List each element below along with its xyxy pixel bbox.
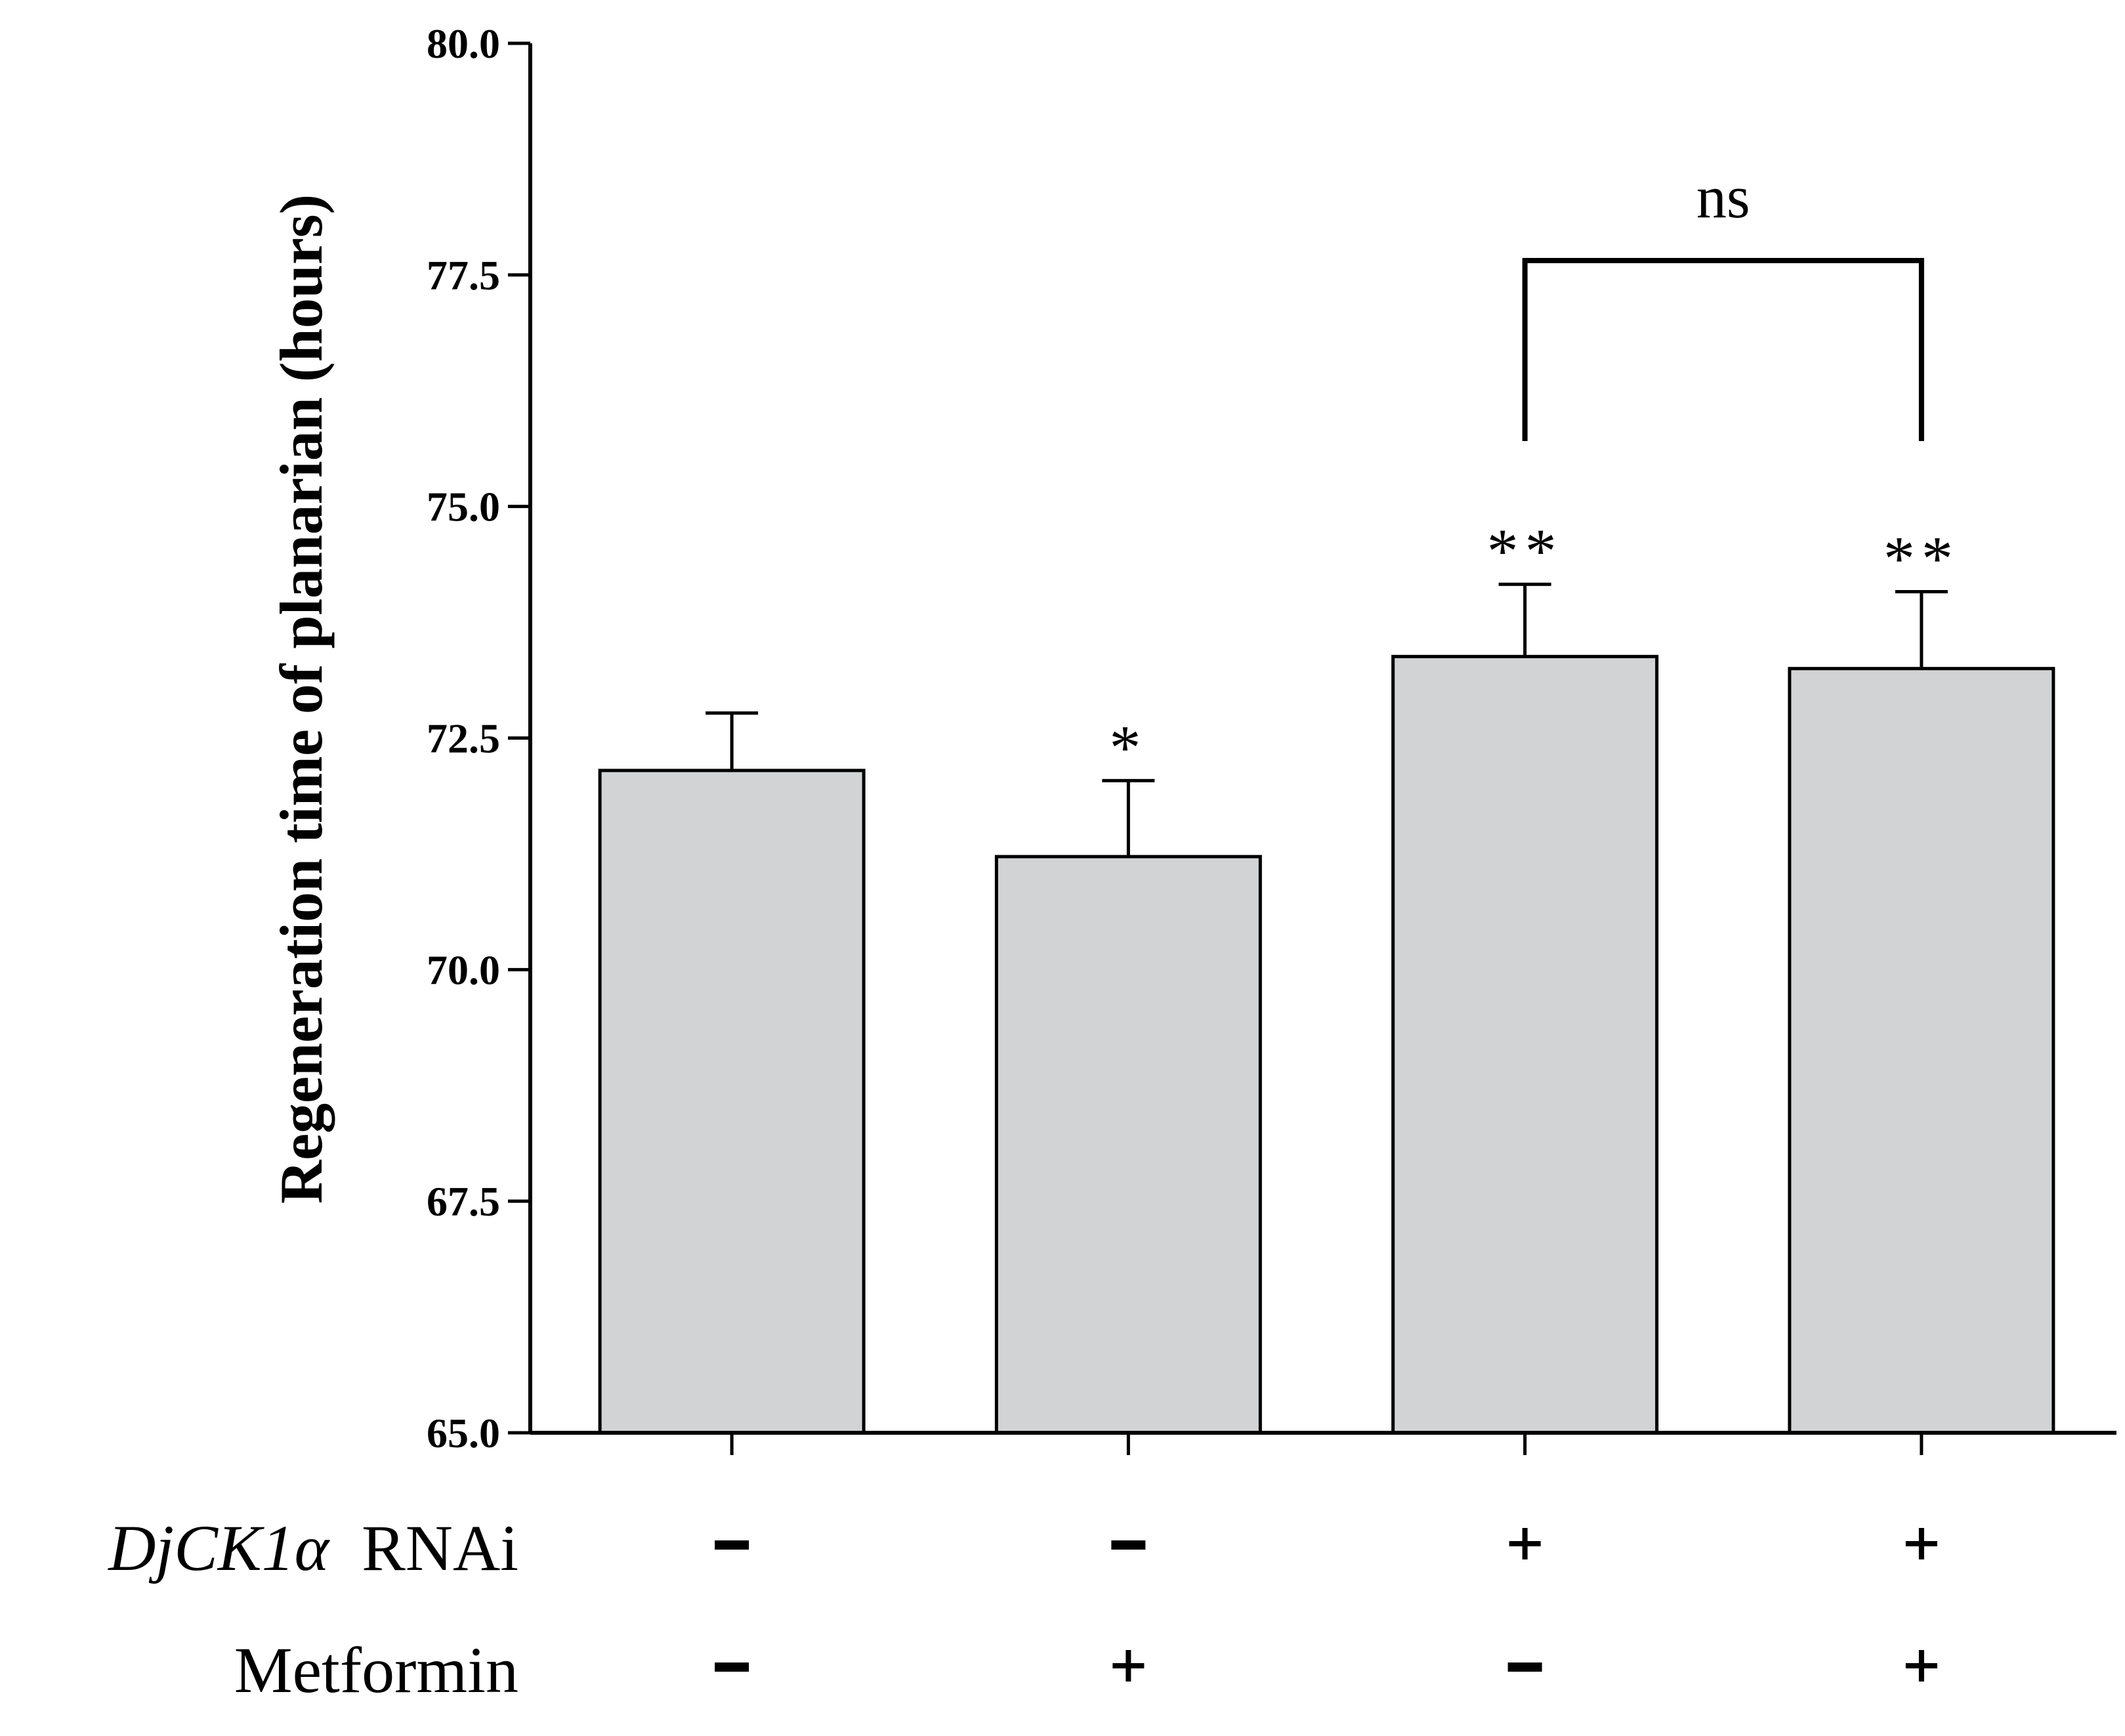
y-tick-label: 80.0 <box>427 20 500 67</box>
minus-sign <box>715 1662 749 1672</box>
condition-row-label: Metformin <box>234 1634 518 1706</box>
sign-text: + <box>1899 1499 1945 1587</box>
axes <box>528 43 2116 1455</box>
sign-text: + <box>1899 1621 1945 1709</box>
y-tick-label: 75.0 <box>427 484 500 530</box>
sign-text: - <box>1115 1499 1141 1587</box>
sign-text: - <box>719 1621 745 1709</box>
plus-sign-v <box>1522 1528 1528 1559</box>
significance-marker: ** <box>1487 516 1563 586</box>
condition-row-label: DjCK1α RNAi <box>107 1512 518 1584</box>
minus-sign <box>1111 1540 1146 1550</box>
y-tick-label: 67.5 <box>427 1178 500 1225</box>
comparison-bracket <box>1522 258 1924 441</box>
bar <box>994 855 1262 1435</box>
condition-name-italic: DjCK1α <box>107 1512 362 1584</box>
plus-sign-v <box>1918 1650 1924 1682</box>
y-axis-ticks: 65.0 67.5 70.0 72.5 75.0 77.5 80.0 <box>427 20 530 1456</box>
y-tick-label: 77.5 <box>427 252 500 299</box>
comparison-label: ns <box>1696 163 1750 230</box>
error-bars <box>705 582 1948 857</box>
condition-table: DjCK1α RNAi - - + + Metformin - + - + <box>107 1499 1945 1709</box>
significance-marker: * <box>1109 712 1147 782</box>
condition-name: RNAi <box>362 1512 518 1584</box>
sign-text: + <box>1105 1621 1151 1709</box>
plus-sign-v <box>1126 1650 1131 1682</box>
y-tick-label: 65.0 <box>427 1410 500 1456</box>
bar <box>598 769 866 1435</box>
minus-sign <box>1507 1662 1542 1672</box>
y-tick-label: 72.5 <box>427 715 500 762</box>
sign-text: - <box>1512 1621 1538 1709</box>
bars <box>598 654 2055 1435</box>
sign-text: - <box>719 1499 745 1587</box>
bar <box>1391 654 1659 1435</box>
annotations: *** **ns <box>1109 163 1960 782</box>
significance-marker: ** <box>1883 524 1960 594</box>
condition-name: Metformin <box>234 1634 518 1706</box>
y-tick-label: 70.0 <box>427 946 500 993</box>
minus-sign <box>715 1540 749 1550</box>
bar <box>1788 667 2055 1435</box>
sign-text: + <box>1502 1499 1548 1587</box>
plus-sign-v <box>1918 1528 1924 1559</box>
y-axis-label: Regeneration time of planarian (hours) <box>268 194 335 1204</box>
